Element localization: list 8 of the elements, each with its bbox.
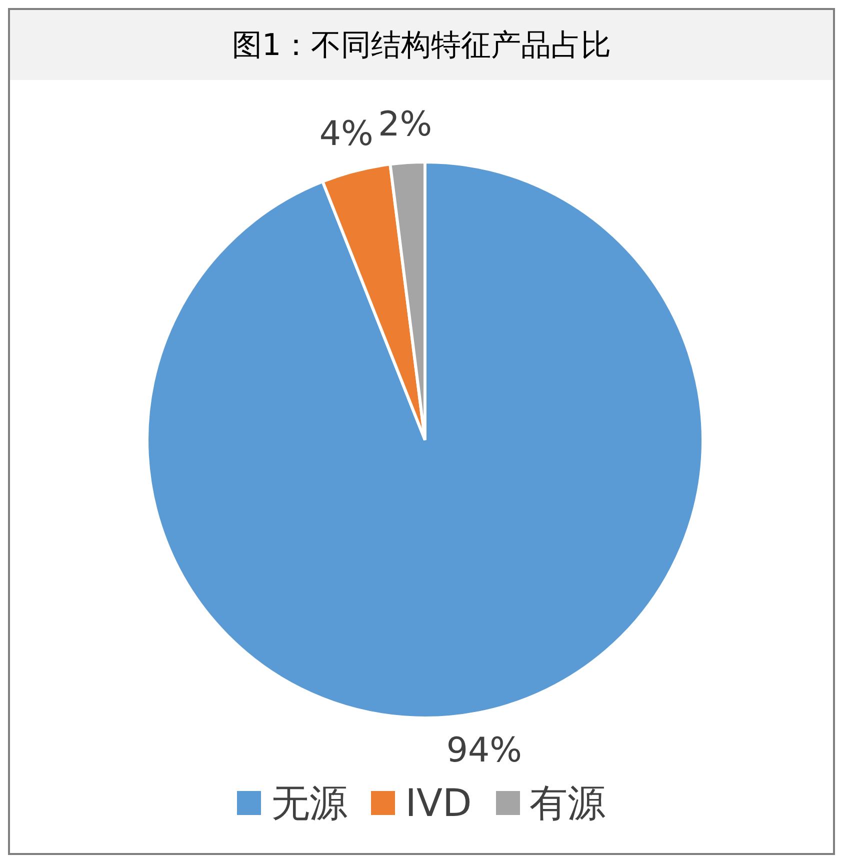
legend-label: 有源 — [530, 780, 606, 826]
data-label: 94% — [446, 730, 522, 770]
pie-slice — [146, 160, 704, 719]
legend-label: 无源 — [271, 780, 348, 826]
data-label: 4% — [319, 114, 374, 154]
legend-label: IVD — [405, 781, 472, 825]
data-label: 2% — [378, 104, 432, 145]
chart-title: 图1：不同结构特征产品占比 — [10, 10, 833, 80]
